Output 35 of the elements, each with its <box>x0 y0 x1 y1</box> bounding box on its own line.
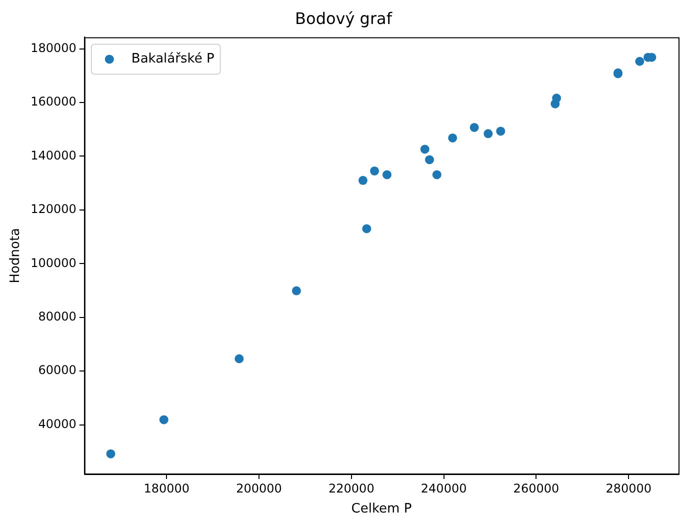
point <box>470 122 479 132</box>
point <box>159 415 168 424</box>
y-tick-label: 140000 <box>30 148 76 162</box>
point <box>292 286 301 296</box>
point <box>370 166 380 176</box>
x-tick-label: 220000 <box>328 481 374 496</box>
x-tick-label: 200000 <box>236 481 282 496</box>
point <box>432 170 442 180</box>
point <box>106 449 116 458</box>
chart-title: Bodový graf <box>295 8 392 28</box>
legend-label: Bakalářské P <box>131 52 214 67</box>
y-tick-label: 80000 <box>38 310 76 324</box>
point <box>496 126 506 136</box>
point <box>234 354 244 364</box>
point <box>484 129 493 138</box>
x-axis-title: Celkem P <box>351 502 412 517</box>
x-tick-label: 260000 <box>513 481 560 496</box>
y-tick-label: 120000 <box>30 202 76 216</box>
point <box>358 176 368 185</box>
point <box>552 94 562 103</box>
x-tick-label: 280000 <box>606 481 652 496</box>
y-tick-label: 180000 <box>30 40 76 55</box>
y-tick-label: 60000 <box>38 363 76 378</box>
y-axis-title: Hodnota <box>8 228 24 284</box>
y-tick-label: 40000 <box>38 416 76 431</box>
y-tick-label: 100000 <box>30 256 76 270</box>
point <box>425 155 434 164</box>
point <box>420 144 430 154</box>
point <box>382 170 392 180</box>
point <box>362 224 372 234</box>
point <box>635 56 644 66</box>
point <box>448 133 458 142</box>
x-tick-label: 180000 <box>144 481 190 496</box>
x-tick-label: 240000 <box>420 481 467 496</box>
y-tick-label: 160000 <box>30 94 76 109</box>
